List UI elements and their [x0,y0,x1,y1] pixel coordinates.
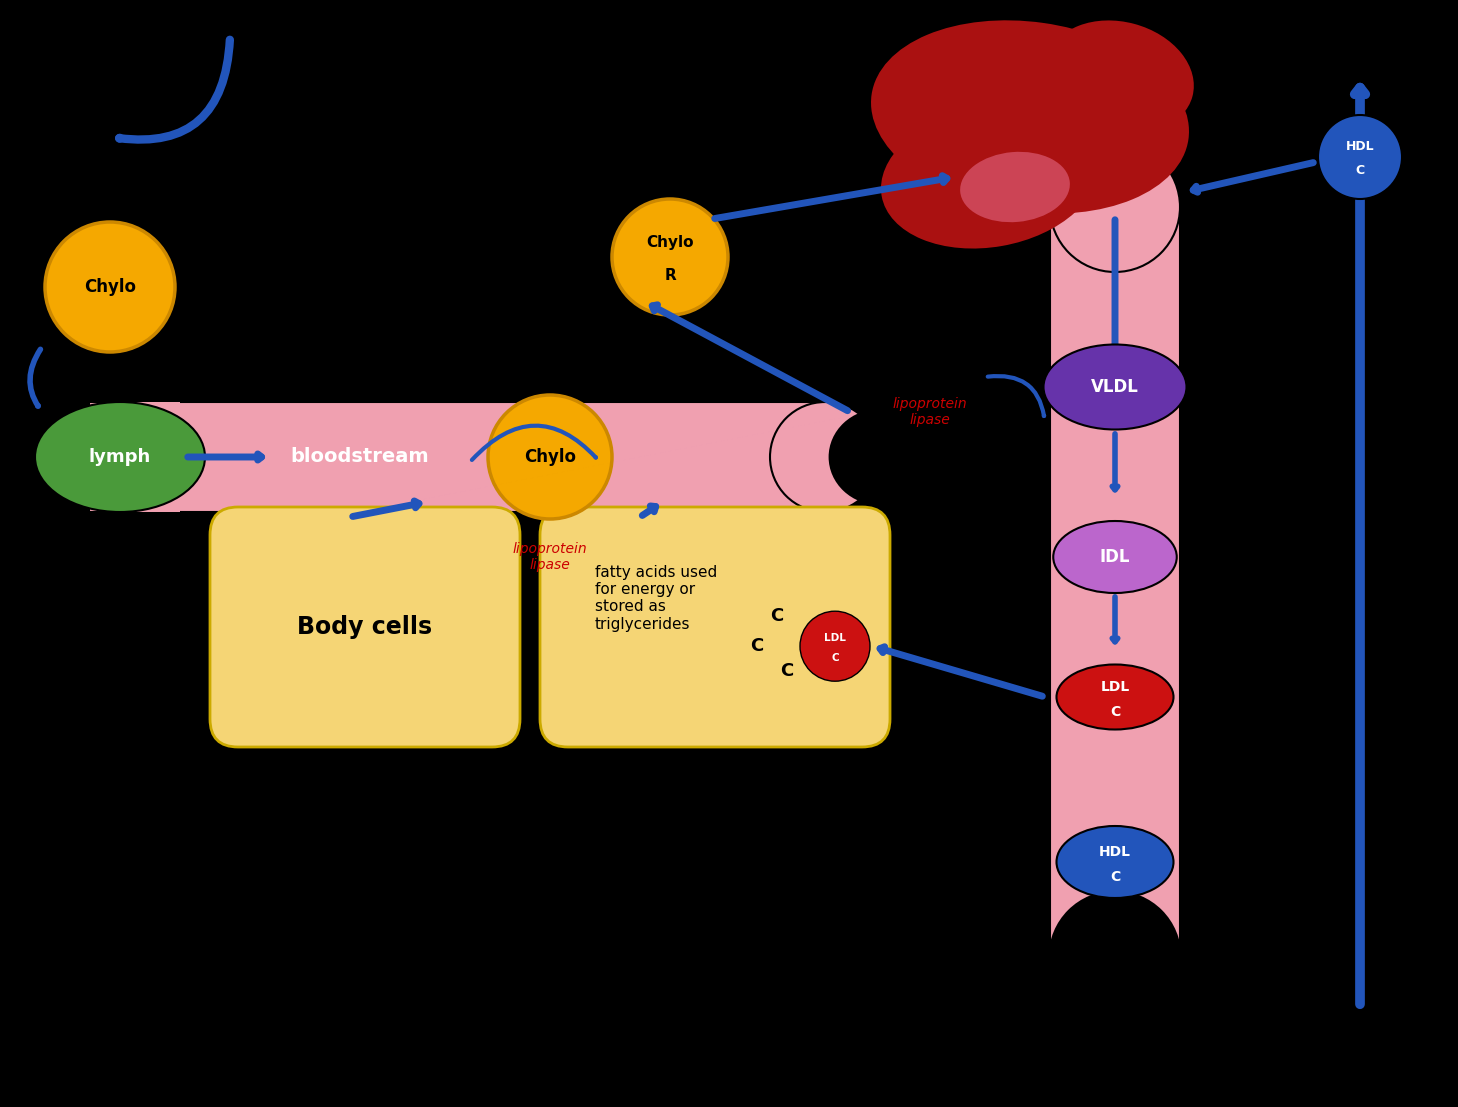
Ellipse shape [1050,142,1180,272]
Ellipse shape [881,105,1099,249]
Text: Chylo: Chylo [85,278,136,296]
Text: C: C [831,653,838,663]
Text: C: C [780,662,793,680]
FancyBboxPatch shape [1050,207,1180,956]
Text: IDL: IDL [1099,548,1130,566]
Text: lymph: lymph [89,448,152,466]
Ellipse shape [961,152,1070,223]
FancyBboxPatch shape [539,507,889,747]
Ellipse shape [1053,521,1177,593]
Text: C: C [1110,870,1120,884]
Circle shape [1318,115,1403,199]
Text: LDL: LDL [824,633,846,643]
FancyBboxPatch shape [120,402,179,513]
Text: fatty acids used
for energy or
stored as
triglycerides: fatty acids used for energy or stored as… [595,565,717,632]
Ellipse shape [1057,826,1174,898]
Text: bloodstream: bloodstream [290,447,429,466]
Text: HDL: HDL [1346,141,1375,154]
FancyArrowPatch shape [987,376,1044,416]
Ellipse shape [35,402,206,513]
Ellipse shape [870,20,1188,214]
Circle shape [45,223,175,352]
FancyArrowPatch shape [472,425,596,461]
FancyArrowPatch shape [120,40,230,139]
FancyBboxPatch shape [90,402,825,513]
Text: HDL: HDL [1099,845,1131,859]
Text: C: C [770,608,783,625]
Text: lipoprotein
lipase: lipoprotein lipase [892,397,967,427]
Circle shape [612,199,728,315]
Text: C: C [749,638,763,655]
FancyBboxPatch shape [210,507,521,747]
Ellipse shape [1050,892,1180,1022]
Ellipse shape [1047,20,1194,134]
Ellipse shape [830,411,930,504]
Text: C: C [1110,705,1120,720]
Ellipse shape [1044,344,1187,430]
Ellipse shape [770,402,881,513]
Ellipse shape [1057,664,1174,730]
Text: R: R [665,268,677,282]
Text: C: C [1356,165,1365,177]
Text: VLDL: VLDL [1091,377,1139,396]
FancyArrowPatch shape [31,350,41,406]
Text: Body cells: Body cells [297,615,433,639]
Text: Chylo: Chylo [646,236,694,250]
Circle shape [800,611,870,681]
Text: LDL: LDL [1101,680,1130,694]
Text: lipoprotein
lipase: lipoprotein lipase [513,542,588,572]
Circle shape [488,395,612,519]
Text: Chylo: Chylo [523,448,576,466]
